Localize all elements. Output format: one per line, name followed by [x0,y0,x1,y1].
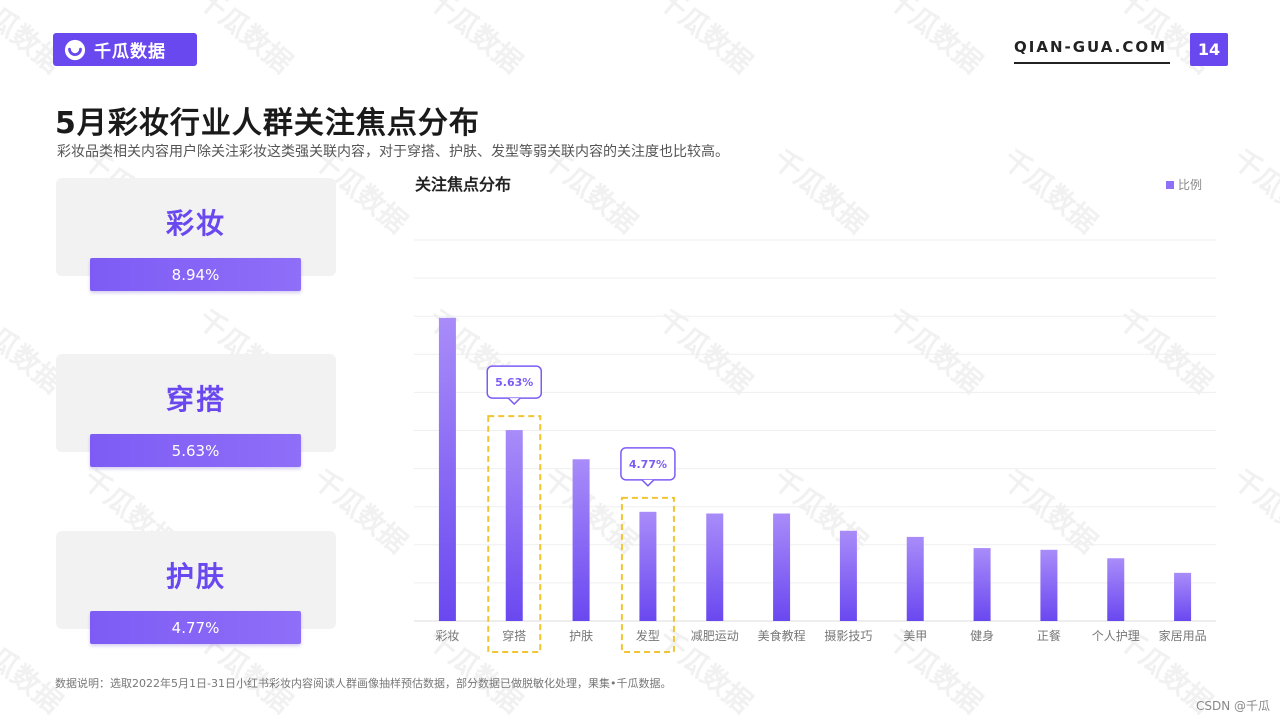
callout-tail [507,397,521,406]
card-value: 4.77% [90,611,301,644]
bar-7 [906,536,924,621]
footnote: 数据说明：选取2022年5月1日-31日小红书彩妆内容阅读人群画像抽样预估数据，… [55,677,672,690]
chart-title: 关注焦点分布 [415,175,512,194]
bar-8 [973,548,991,621]
legend-swatch [1166,180,1174,189]
legend-label: 比例 [1178,178,1203,192]
highlight-box [487,415,542,653]
card-label: 穿搭 [165,383,226,416]
bar-0 [438,317,456,621]
card-skincare: 护肤 4.77% [56,531,336,644]
logo-text: 千瓜数据 [94,42,166,62]
x-tick-label: 美食教程 [758,628,806,643]
page-subtitle: 彩妆品类相关内容用户除关注彩妆这类强关联内容，对于穿搭、护肤、发型等弱关联内容的… [57,144,729,160]
bar-1 [505,430,523,621]
card-value: 5.63% [90,434,301,467]
logo-icon [64,39,86,60]
page-title: 5月彩妆行业人群关注焦点分布 [55,106,480,141]
card-outfit: 穿搭 5.63% [56,354,336,467]
site-url: QIAN-GUA.COM [1014,38,1170,64]
bar-10 [1107,558,1125,621]
bar-3 [639,511,657,621]
chart-legend: 比例 [1166,176,1202,193]
bar-4 [706,513,724,621]
x-tick-label: 穿搭 [502,628,526,643]
bar-6 [839,530,857,621]
card-label: 护肤 [165,560,226,593]
x-tick-label: 个人护理 [1092,629,1140,643]
brand-logo: 千瓜数据 [53,33,197,66]
card-label: 彩妆 [165,207,226,240]
x-tick-label: 减肥运动 [691,629,739,643]
x-tick-label: 发型 [636,628,660,643]
bar-11 [1174,572,1192,621]
callout-badge: 5.63% [486,365,542,406]
card-value: 8.94% [90,258,301,291]
callout-label: 4.77% [629,458,667,471]
highlight-box [620,496,675,653]
bar-5 [773,513,791,621]
bar-9 [1040,549,1058,621]
credit: CSDN @千瓜 [1196,699,1271,713]
callout-badge: 4.77% [620,447,676,487]
callout-tail [641,479,655,487]
bar-2 [572,459,590,621]
card-makeup: 彩妆 8.94% [56,178,336,291]
x-tick-label: 护肤 [569,628,593,643]
x-tick-label: 家居用品 [1159,628,1207,643]
x-tick-label: 彩妆 [435,629,459,643]
callout-label: 5.63% [495,376,533,389]
x-tick-label: 摄影技巧 [824,628,872,643]
page-number: 14 [1190,33,1228,66]
x-tick-label: 美甲 [903,629,927,643]
x-tick-label: 正餐 [1037,628,1061,643]
x-tick-label: 健身 [970,628,994,643]
